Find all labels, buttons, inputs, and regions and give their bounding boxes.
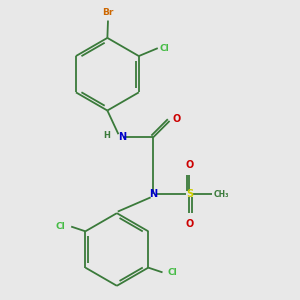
Text: H: H [104,131,110,140]
Text: O: O [172,114,180,124]
Text: Cl: Cl [167,268,177,277]
Text: Br: Br [102,8,114,17]
Text: N: N [149,189,157,199]
Text: Cl: Cl [159,44,169,53]
Text: O: O [185,218,194,229]
Text: O: O [185,160,194,170]
Text: CH₃: CH₃ [214,190,229,199]
Text: S: S [186,189,193,199]
Text: Cl: Cl [55,222,65,231]
Text: N: N [118,132,126,142]
